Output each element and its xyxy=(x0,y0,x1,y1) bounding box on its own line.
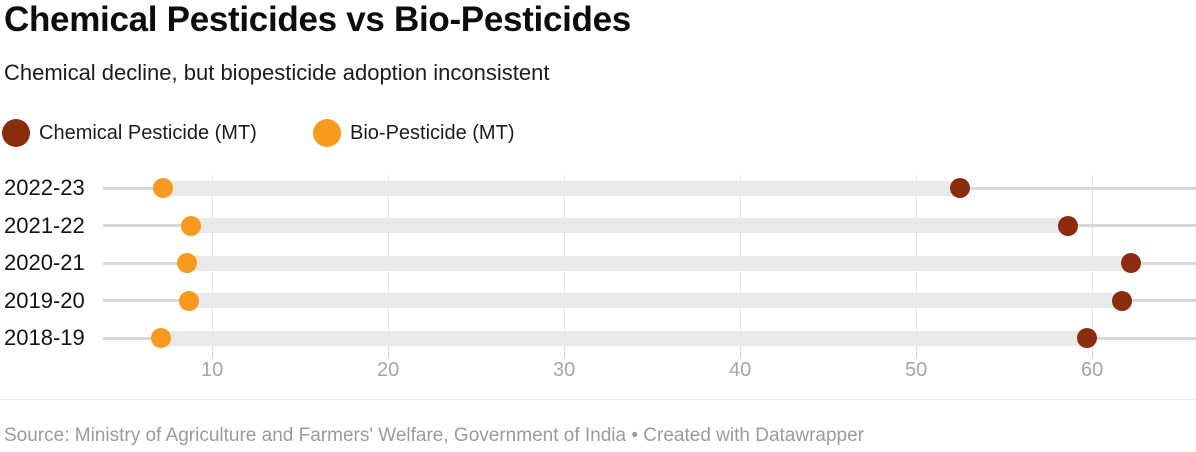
chemical-pesticide-dot[interactable] xyxy=(1057,215,1078,236)
legend-label-bio: Bio-Pesticide (MT) xyxy=(350,121,515,144)
bio-pesticide-dot[interactable] xyxy=(151,328,172,348)
chemical-pesticide-dot[interactable] xyxy=(1076,328,1097,348)
chemical-swatch-icon xyxy=(2,119,30,147)
x-axis-tick-label: 20 xyxy=(377,359,400,381)
x-axis-tick xyxy=(388,352,390,358)
x-axis-tick-label: 60 xyxy=(1081,359,1104,381)
x-axis-tick xyxy=(212,352,214,358)
x-axis-tick xyxy=(916,352,918,358)
chart-subtitle: Chemical decline, but biopesticide adopt… xyxy=(4,60,550,85)
plot-area: 10 20 30 40 50 60 xyxy=(103,170,1196,381)
range-band xyxy=(162,180,961,196)
footer-divider xyxy=(0,399,1196,400)
x-axis-tick-label: 50 xyxy=(905,359,928,381)
legend-item-chemical: Chemical Pesticide (MT) xyxy=(2,117,257,149)
legend-label-chemical: Chemical Pesticide (MT) xyxy=(39,121,257,144)
bio-pesticide-dot[interactable] xyxy=(177,253,198,273)
x-axis-tick-label: 30 xyxy=(553,359,576,381)
chemical-pesticide-dot[interactable] xyxy=(1112,290,1133,311)
legend: Chemical Pesticide (MT) Bio-Pesticide (M… xyxy=(2,117,702,149)
category-label: 2022-23 xyxy=(4,175,85,200)
chemical-pesticide-dot[interactable] xyxy=(1120,253,1141,273)
x-axis-tick xyxy=(1092,352,1094,358)
range-band xyxy=(161,330,1087,346)
category-label: 2018-19 xyxy=(4,325,85,350)
bio-pesticide-dot[interactable] xyxy=(179,290,200,311)
x-axis-tick-label: 10 xyxy=(200,359,224,381)
bio-pesticide-dot[interactable] xyxy=(181,215,201,236)
x-axis-tick-label: 40 xyxy=(729,359,752,381)
category-label: 2020-21 xyxy=(4,250,85,275)
legend-item-bio: Bio-Pesticide (MT) xyxy=(313,117,514,149)
source-credit: Source: Ministry of Agriculture and Farm… xyxy=(4,425,865,446)
chart-title: Chemical Pesticides vs Bio-Pesticides xyxy=(4,0,631,39)
x-axis-tick xyxy=(564,352,566,358)
bio-pesticide-dot[interactable] xyxy=(152,178,173,198)
category-label: 2021-22 xyxy=(4,212,85,238)
range-band xyxy=(189,293,1123,308)
range-band xyxy=(187,255,1131,271)
range-band xyxy=(191,218,1068,233)
x-axis-tick xyxy=(740,352,742,358)
bio-swatch-icon xyxy=(313,119,341,147)
chemical-pesticide-dot[interactable] xyxy=(950,178,971,198)
category-label: 2019-20 xyxy=(4,287,85,313)
